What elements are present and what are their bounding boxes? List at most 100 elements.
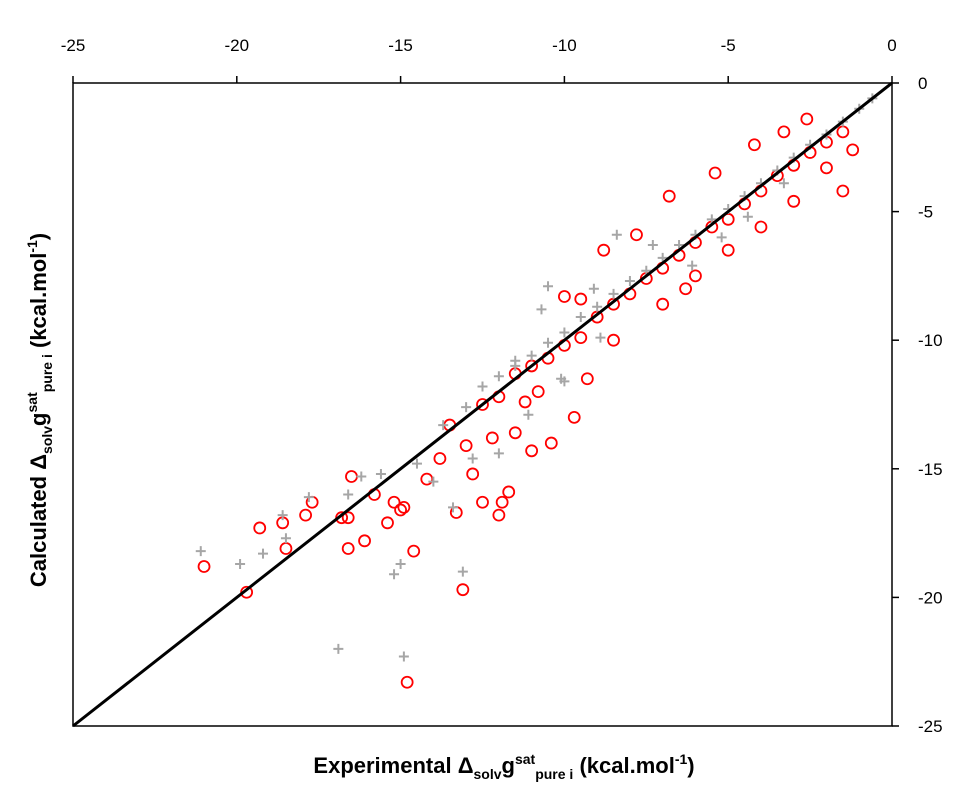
data-point-plus	[687, 260, 698, 271]
y-axis-title-unit-close: )	[26, 233, 51, 240]
data-point-plus	[588, 283, 599, 294]
data-point-circle	[476, 495, 489, 509]
data-point-circle	[597, 243, 611, 257]
data-point-plus	[389, 569, 400, 580]
data-point-plus	[448, 502, 459, 513]
y-axis-title-unit: (kcal.mol	[26, 253, 51, 354]
data-point-circle	[544, 436, 558, 450]
data-point-plus	[526, 350, 537, 361]
data-point-plus	[467, 453, 478, 464]
y-tick-label: -20	[918, 588, 943, 607]
data-point-circle	[508, 426, 522, 440]
data-point-circle	[662, 189, 676, 203]
data-point-circle	[400, 675, 414, 689]
data-point-plus	[742, 211, 753, 222]
data-point-circle	[787, 194, 801, 208]
data-point-circle	[800, 112, 814, 126]
data-point-plus	[510, 360, 521, 371]
data-point-circle	[525, 444, 539, 458]
y-tick-label: -15	[918, 460, 943, 479]
data-point-circle	[459, 439, 473, 453]
data-point-circle	[656, 297, 670, 311]
x-tick-label: 0	[887, 36, 896, 55]
data-point-plus	[595, 332, 606, 343]
data-point-plus	[624, 276, 635, 287]
data-point-circle	[754, 220, 768, 234]
tick-marks	[72, 76, 899, 727]
data-point-circle	[502, 485, 516, 499]
data-point-circle	[748, 138, 761, 152]
data-point-plus	[556, 373, 567, 384]
data-point-circle	[820, 161, 833, 175]
data-point-plus	[428, 476, 439, 487]
x-axis-title: Experimental Δsolvgsatpure i (kcal.mol-1…	[313, 751, 694, 782]
data-point-plus	[559, 327, 570, 338]
data-point-circle	[721, 243, 735, 257]
data-point-plus	[716, 232, 727, 243]
data-point-plus	[461, 402, 472, 413]
data-point-circle	[495, 495, 509, 509]
x-tick-label: -20	[225, 36, 250, 55]
data-point-circle	[476, 398, 489, 411]
data-point-plus	[493, 371, 504, 382]
data-point-circle	[531, 385, 545, 399]
x-axis-title-delta: Δ	[458, 753, 474, 778]
data-point-plus	[343, 489, 354, 500]
data-point-plus	[395, 558, 406, 569]
y-axis-title-unit-sup: -1	[24, 240, 40, 253]
x-tick-label: -25	[61, 36, 86, 55]
data-point-circle	[387, 495, 401, 509]
data-point-plus	[411, 458, 422, 469]
data-point-plus	[195, 546, 206, 557]
data-point-circle	[299, 508, 312, 522]
data-point-circle	[394, 503, 408, 517]
data-point-circle	[574, 331, 588, 345]
x-tick-label: -5	[721, 36, 736, 55]
y-axis-title-g-sup: sat	[24, 392, 40, 413]
data-point-plus	[375, 468, 386, 479]
y-axis-title-prefix: Calculated	[26, 470, 51, 587]
x-tick-label: -15	[388, 36, 413, 55]
data-point-plus	[333, 643, 344, 654]
data-point-circle	[630, 228, 643, 242]
data-point-plus	[235, 558, 246, 569]
data-point-plus	[356, 471, 367, 482]
data-point-circle	[407, 544, 421, 558]
data-point-circle	[485, 431, 499, 445]
y-tick-label: 0	[918, 74, 927, 93]
x-axis-title-g-sup: sat	[515, 751, 536, 767]
data-point-circle	[341, 542, 355, 555]
data-point-circle	[253, 521, 267, 535]
x-tick-label: -10	[552, 36, 577, 55]
x-axis-title-unit-close: )	[687, 753, 694, 778]
data-point-circle	[607, 333, 620, 347]
x-axis-title-unit-sup: -1	[675, 751, 688, 767]
data-point-circle	[397, 500, 411, 514]
data-point-circle	[846, 143, 860, 157]
data-point-circle	[420, 472, 434, 486]
data-point-circle	[197, 560, 211, 573]
data-point-circle	[574, 292, 588, 306]
data-point-circle	[433, 452, 447, 465]
data-point-plus	[575, 312, 586, 323]
y-tick-labels: 0 -5 -10 -15 -20 -25	[918, 74, 943, 736]
data-point-plus	[778, 178, 789, 189]
data-point-plus	[277, 510, 288, 521]
data-point-plus	[438, 420, 449, 431]
y-tick-label: -10	[918, 331, 943, 350]
plot-area-frame	[72, 82, 893, 727]
y-tick-label: -5	[918, 203, 933, 222]
data-point-circle	[558, 290, 571, 303]
data-point-circle	[580, 372, 594, 386]
data-point-circle	[341, 511, 355, 525]
y-axis-title-g: g	[26, 412, 51, 425]
data-point-circle	[381, 516, 394, 530]
data-point-plus	[647, 240, 658, 251]
data-point-plus	[303, 492, 314, 503]
x-axis-title-prefix: Experimental	[313, 753, 457, 778]
x-axis-title-delta-sub: solv	[474, 766, 502, 782]
data-point-circle	[777, 125, 791, 139]
y-axis-title-g-sub: pure i	[39, 354, 55, 392]
